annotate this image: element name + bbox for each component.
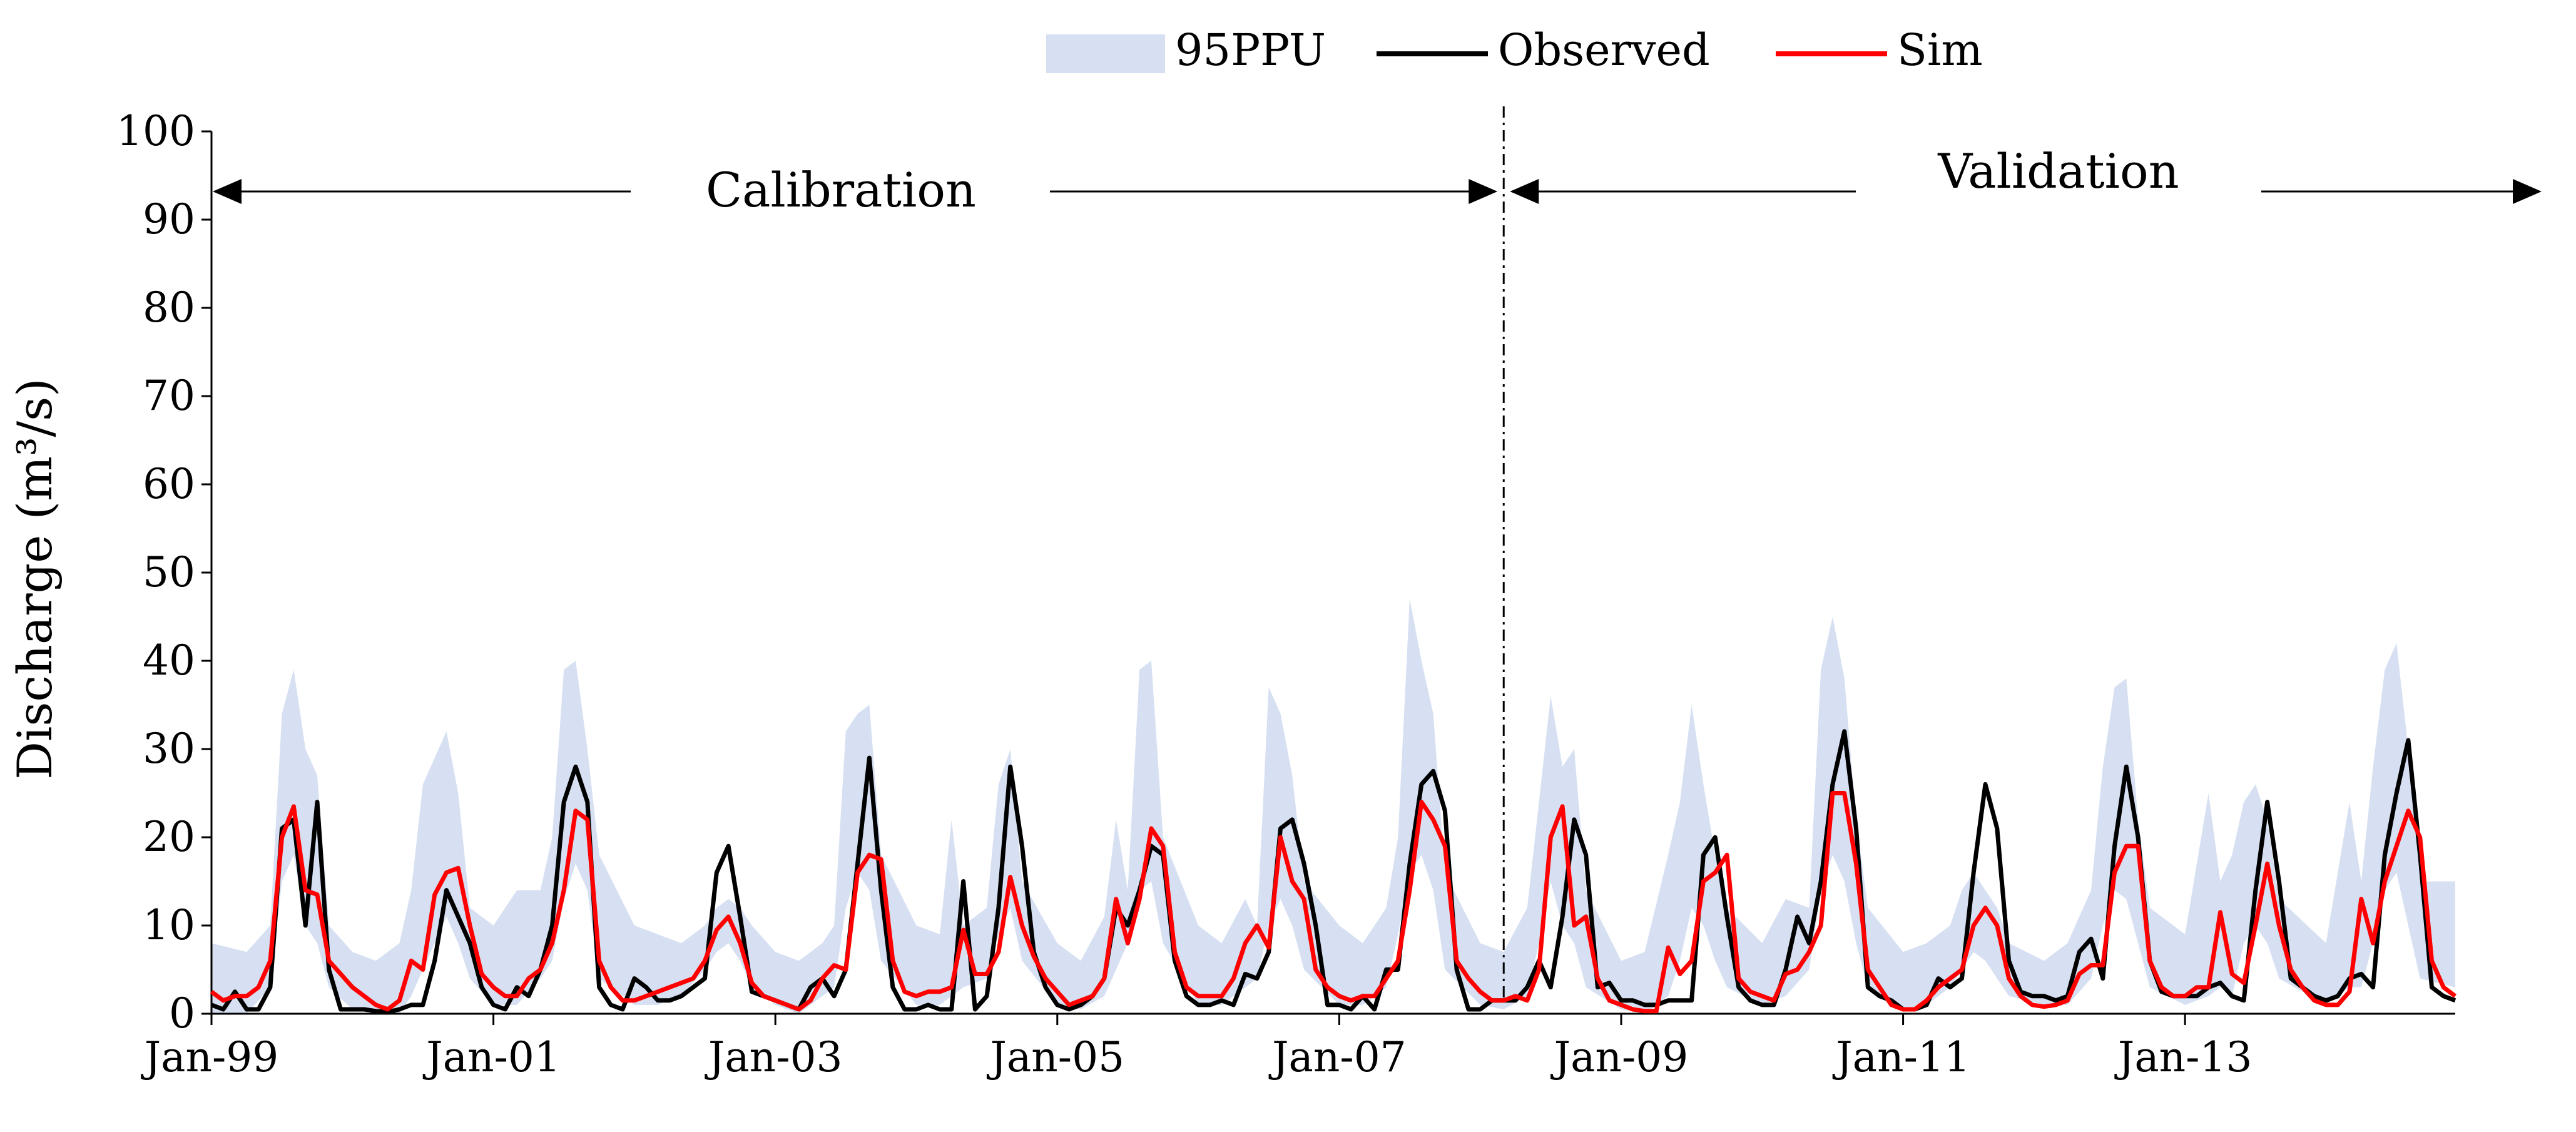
legend-label-observed: Observed [1498, 24, 1710, 76]
y-tick-label: 70 [143, 372, 195, 420]
calibration-label: Calibration [706, 162, 976, 218]
y-axis-title: Discharge (m³/s) [7, 378, 63, 780]
observed-line [210, 729, 2456, 1014]
legend-swatch-95ppu [1046, 34, 1165, 73]
validation-arrow-left-head [1510, 179, 1539, 204]
y-tick-label: 0 [169, 989, 195, 1038]
axes: 0 10 20 30 40 50 60 70 80 90 100 Jan-99 Jan-01 Jan-03… [116, 107, 2455, 1081]
legend-label-sim: Sim [1897, 24, 1983, 76]
period-annotations: Calibration Validation [213, 106, 2542, 1001]
x-tick-label: Jan-03 [705, 1033, 843, 1081]
y-tick-label: 50 [143, 548, 195, 596]
sim-line [210, 791, 2457, 1014]
x-tick-label: Jan-07 [1268, 1033, 1407, 1081]
y-tick-label: 100 [116, 107, 195, 155]
x-tick-label: Jan-13 [2114, 1033, 2253, 1081]
y-tick-label: 30 [143, 725, 195, 773]
x-tick-label: Jan-01 [422, 1033, 561, 1081]
x-tick-label: Jan-09 [1550, 1033, 1689, 1081]
y-tick-label: 40 [143, 636, 195, 685]
validation-label: Validation [1937, 143, 2179, 199]
legend-label-95ppu: 95PPU [1175, 24, 1326, 76]
calibration-arrow-left-head [213, 179, 242, 204]
series-layer [210, 729, 2457, 1014]
x-tick-label: Jan-99 [141, 1033, 279, 1081]
x-tick-label: Jan-11 [1832, 1033, 1970, 1081]
validation-arrow-right-head [2513, 179, 2542, 204]
calibration-arrow-right-head [1469, 179, 1498, 204]
y-tick-label: 60 [143, 460, 195, 508]
y-tick-label: 20 [143, 813, 195, 861]
y-tick-label: 80 [143, 283, 195, 332]
x-tick-label: Jan-05 [986, 1033, 1124, 1081]
y-tick-label: 90 [143, 195, 195, 243]
y-tick-label: 10 [143, 901, 195, 949]
legend: 95PPU Observed Sim [1046, 24, 1983, 76]
